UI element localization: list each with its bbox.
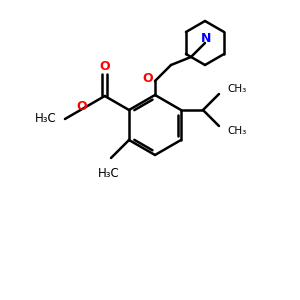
- Text: H₃C: H₃C: [98, 167, 120, 180]
- Text: O: O: [76, 100, 87, 113]
- Text: N: N: [201, 32, 211, 44]
- Text: H₃C: H₃C: [35, 112, 57, 125]
- Text: CH₃: CH₃: [227, 84, 246, 94]
- Text: CH₃: CH₃: [227, 126, 246, 136]
- Text: O: O: [143, 71, 153, 85]
- Text: O: O: [100, 61, 110, 74]
